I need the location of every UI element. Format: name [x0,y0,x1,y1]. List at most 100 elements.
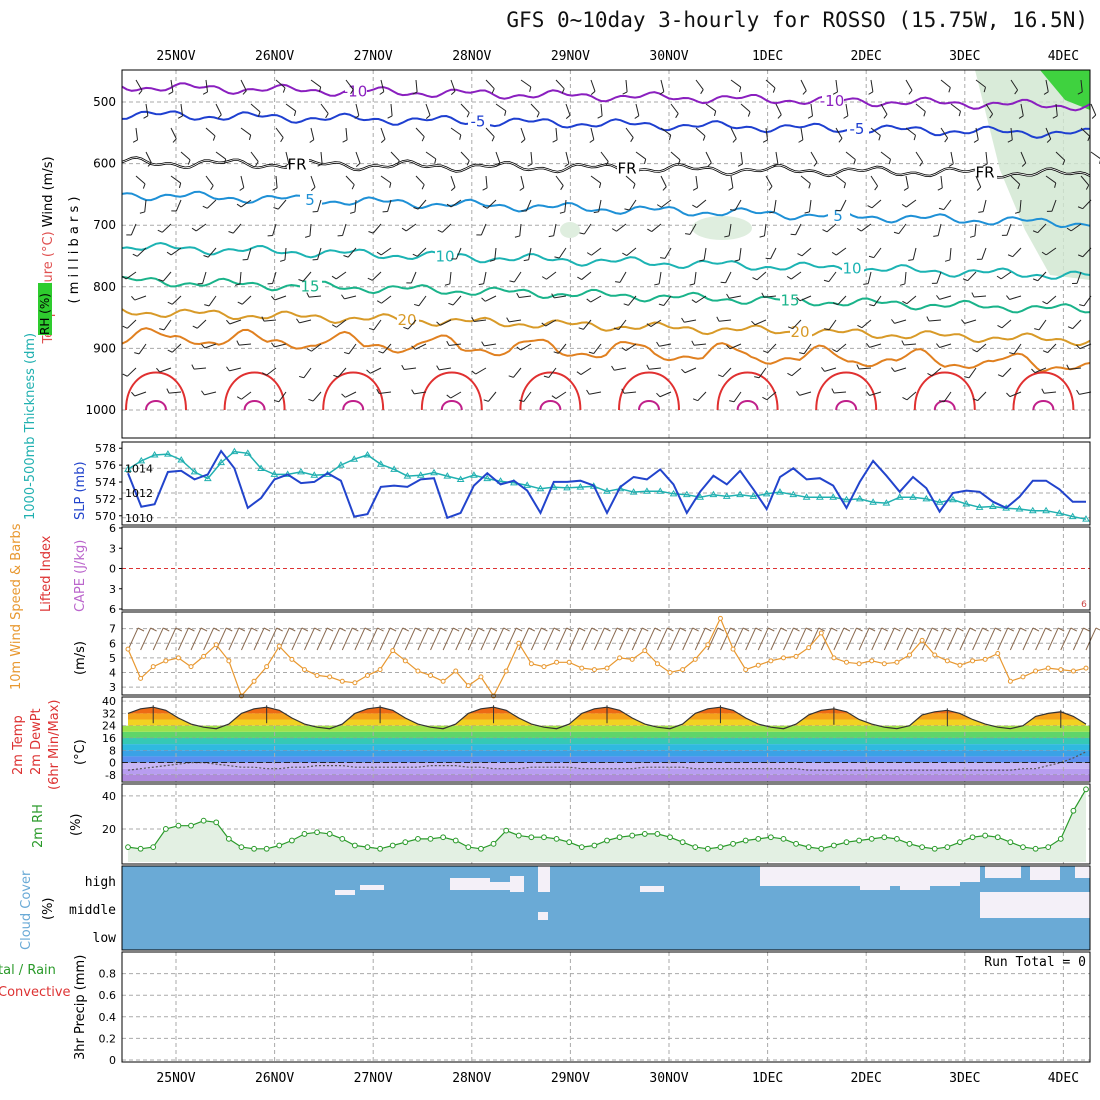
wind-barb [904,271,907,284]
wind10m-barb [127,627,139,651]
wind10m-barb-flag [629,627,636,632]
wind-barb [312,391,322,402]
wind-barb [740,103,751,113]
wind-barb [936,271,942,284]
wind-barb [415,175,425,186]
thickness-point [1068,512,1077,520]
contour-label--10: -10 [820,92,845,110]
wind10m-barb-flag [200,627,208,632]
millibars-label-group: ( m i l l i b a r s ) [67,197,82,304]
thickness-point [230,447,239,455]
wind-barb [1009,295,1022,300]
thickness-point [190,467,199,475]
wind-barb [486,199,497,209]
wind-barb-flag [387,115,393,119]
wind-barb-flag [236,203,242,208]
wind-barb [968,367,977,379]
wind-barb [266,367,277,376]
wind10m-point [175,655,181,661]
temp-warm-band [128,719,1086,726]
wind-barb-flag [588,351,594,355]
wind-barb-flag [121,275,127,280]
warm-lobe-inner [638,400,660,411]
panel-frame [121,865,1091,951]
wind-barb-flag [868,255,874,259]
cloud-level-high: high [85,875,116,890]
warm-lobe [420,371,483,411]
wind-barb-flag [593,211,599,214]
wind-barb-flag [343,255,349,258]
wind-barb-flag [273,399,280,403]
wind-barb-flag [1032,230,1038,234]
wind-barb [600,103,603,116]
wind-barb [175,199,182,212]
wind-barb [756,271,767,281]
wind-barb [1045,247,1057,256]
wind-barb [684,367,697,374]
temp-band [122,756,1090,763]
wind-barb-flag [597,115,603,119]
cloud-gap [360,885,384,890]
wind-barb [873,247,882,258]
wind10m-barb [530,627,542,651]
wind-barb-flag [856,227,862,232]
rh-point [503,827,510,834]
wind-barb [310,79,321,88]
wind-barb [758,367,767,379]
wind10m-point [453,668,459,674]
wind-barb [651,223,662,232]
run-total-label: Run Total = 0 [984,955,1086,970]
wind-barb-flag [598,182,602,189]
wind-barb [870,79,874,92]
wind-barb-flag [366,369,371,374]
slp-axis-labels: 1000-500mb Thickness (dm) [23,333,38,520]
wind-barb-flag [226,319,231,325]
wind-barb [828,319,837,331]
rh-point [238,844,245,851]
warm-lobe-inner [342,400,365,411]
cloud-gap [1075,866,1090,878]
wind-barb [869,343,882,348]
wind10m-barb-flag [440,627,447,632]
wind-barb [985,151,988,164]
wind10m-point [301,667,307,673]
wind-barb-flag [436,365,440,371]
wind-barb [1055,103,1058,116]
date-label-top: 26NOV [255,49,294,64]
thickness-point [922,494,931,502]
wind-barb-flag [178,182,182,189]
cloud-gap [490,882,510,890]
wind-barb [1013,343,1022,355]
wind-barb-flag [242,90,247,95]
wind-barb-flag [552,139,558,143]
wind-barb-flag [411,345,416,350]
wind-barb-flag [938,207,944,211]
thickness-point [1015,505,1024,512]
wind-barb [372,223,382,234]
wind-barb [555,79,565,90]
wind10m-barb [1009,627,1021,651]
wind-barb [869,391,882,396]
wind-barb-flag [1021,162,1027,167]
wind10m-barb-flag [314,627,321,632]
wind-barb-flag [605,161,609,167]
wind-barb-flag [448,302,454,306]
wind-barb-flag [273,207,279,210]
wind-barb [880,151,891,160]
wind-barb [730,175,734,188]
wind-barb-flag [787,372,793,377]
wind-barb [450,199,462,208]
wind-barb [163,319,172,331]
wind-barb-flag [891,319,895,324]
rh-point [465,844,472,851]
wind-barb [696,199,707,208]
wind-barb [180,151,191,161]
wind-barb [733,391,742,403]
date-label-top: 30NOV [649,49,688,64]
wind-barb [905,79,913,91]
wind10m-barb [656,627,668,651]
slp-tick-label: 1014 [125,462,153,475]
wind-barb-flag [843,183,847,189]
wind-barb [460,103,470,114]
panel-bg [122,612,1090,695]
